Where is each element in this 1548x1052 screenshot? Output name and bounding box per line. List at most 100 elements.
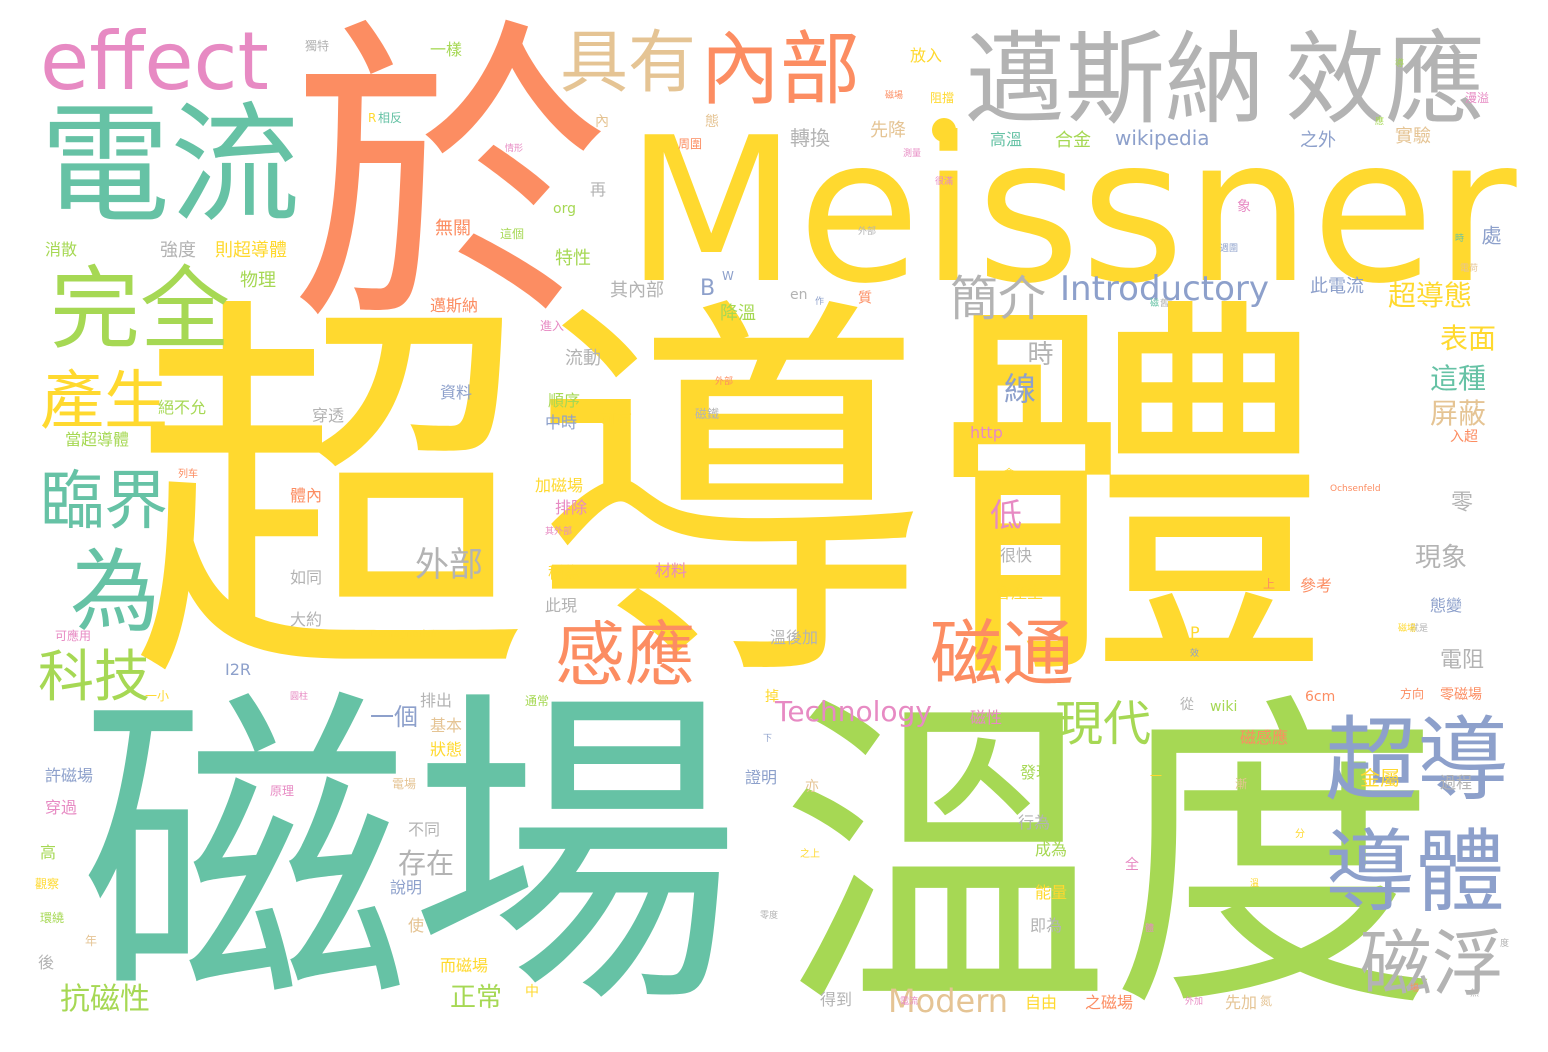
word: 通常	[525, 694, 550, 708]
word: 不同	[408, 820, 441, 839]
word: 轉換	[790, 126, 830, 150]
word: 零磁場	[1440, 687, 1482, 703]
word: 溫後加	[770, 628, 819, 647]
word: 如同	[290, 568, 323, 587]
word: 掉	[765, 689, 779, 705]
word: 之外	[1300, 130, 1336, 151]
word: 之上	[800, 849, 820, 860]
word: 過程	[1440, 773, 1473, 792]
word: 觀察	[35, 877, 60, 891]
word: 順序	[548, 391, 581, 410]
word: 導	[1395, 59, 1405, 69]
word: 大約	[290, 610, 323, 629]
word: 材料	[655, 561, 688, 580]
word: 態變	[1430, 596, 1463, 615]
word: 氮	[1260, 994, 1273, 1008]
word: 科技	[38, 645, 150, 710]
word: 環繞	[40, 911, 65, 925]
word: I2R	[225, 660, 252, 679]
word: 就是	[1410, 624, 1429, 634]
word: 排出	[420, 691, 453, 710]
word: 外部	[858, 227, 877, 237]
word: 列车	[178, 469, 198, 480]
word: 自由	[1025, 993, 1058, 1012]
word: Technology	[775, 695, 932, 728]
word: 當超導體	[65, 430, 130, 449]
word: 磁感應	[1240, 728, 1289, 747]
word: 作	[815, 297, 825, 307]
word: 基本	[430, 716, 463, 735]
word: 參考	[1300, 576, 1333, 595]
word: 產生	[40, 365, 168, 439]
word: 電流	[40, 89, 301, 241]
word: 為	[70, 540, 160, 645]
word: 降溫	[720, 303, 756, 324]
word: 流動	[565, 348, 601, 369]
word: B	[700, 276, 716, 301]
word: 磁浮	[1360, 922, 1505, 1006]
word: 高	[40, 843, 57, 862]
word: 態	[705, 114, 719, 130]
word: 則超導體	[215, 240, 287, 261]
word: 年	[85, 934, 98, 948]
word: en	[790, 287, 808, 303]
word: 漸	[1235, 777, 1248, 791]
word: 消散	[45, 240, 78, 259]
word: 感應	[555, 614, 695, 696]
word: 之磁場	[1085, 993, 1134, 1012]
word: 入超	[1450, 429, 1478, 445]
word: 象	[1237, 199, 1251, 215]
word: 物理	[240, 270, 276, 291]
word: 超導體	[130, 267, 1330, 732]
word: 很滿	[935, 177, 954, 187]
word: 行為	[1018, 813, 1051, 832]
word: 時	[1455, 234, 1465, 244]
word: 一個	[370, 703, 418, 731]
word: 電場	[392, 777, 417, 791]
word: 導體	[1325, 820, 1505, 925]
word: 邁斯納	[965, 21, 1265, 138]
word: 6cm	[1305, 689, 1336, 705]
word: 中時	[545, 413, 578, 432]
word: org	[553, 201, 576, 217]
word: 阻擋	[930, 91, 955, 105]
word: 測量	[903, 149, 922, 159]
dot-mark	[932, 118, 956, 142]
word: 排除	[555, 498, 588, 517]
word: Meissner	[625, 95, 1517, 328]
word: 超導	[1325, 707, 1510, 814]
word: 成為	[1035, 840, 1068, 859]
word: 發現	[1020, 763, 1053, 782]
word: 漫溢	[1465, 91, 1490, 105]
word: 一小	[145, 689, 170, 703]
word: 溫	[1250, 879, 1260, 889]
word: 而磁場	[440, 956, 489, 975]
word: 穿過	[45, 798, 78, 817]
word: 先降	[870, 120, 906, 141]
word: Ochsenfeld	[1330, 484, 1381, 494]
word: http	[970, 423, 1003, 442]
word: 放入	[910, 46, 943, 65]
word: 下	[763, 734, 773, 744]
word: 可應用	[55, 629, 92, 643]
word: 獨特	[305, 39, 330, 53]
word: 外部	[415, 545, 483, 585]
word: 其內部	[610, 280, 664, 301]
word: 磁鐵	[695, 407, 720, 421]
word: 周圍	[678, 137, 703, 151]
word: 正常	[450, 983, 503, 1013]
word: 一樣	[430, 40, 463, 59]
word: 存在	[398, 847, 455, 880]
word: 屏蔽	[1430, 397, 1487, 430]
word: 即為	[1030, 916, 1063, 935]
word: 體內	[290, 486, 323, 505]
word: 簡介	[950, 271, 1047, 327]
word: 絕不允	[158, 398, 207, 417]
word: 電流	[900, 997, 919, 1007]
word: 圓柱	[290, 692, 309, 702]
word: 電荷	[1460, 264, 1479, 274]
word: 強度	[160, 240, 196, 261]
word: Demagnetism	[370, 629, 441, 640]
word: wiki	[1210, 699, 1238, 715]
